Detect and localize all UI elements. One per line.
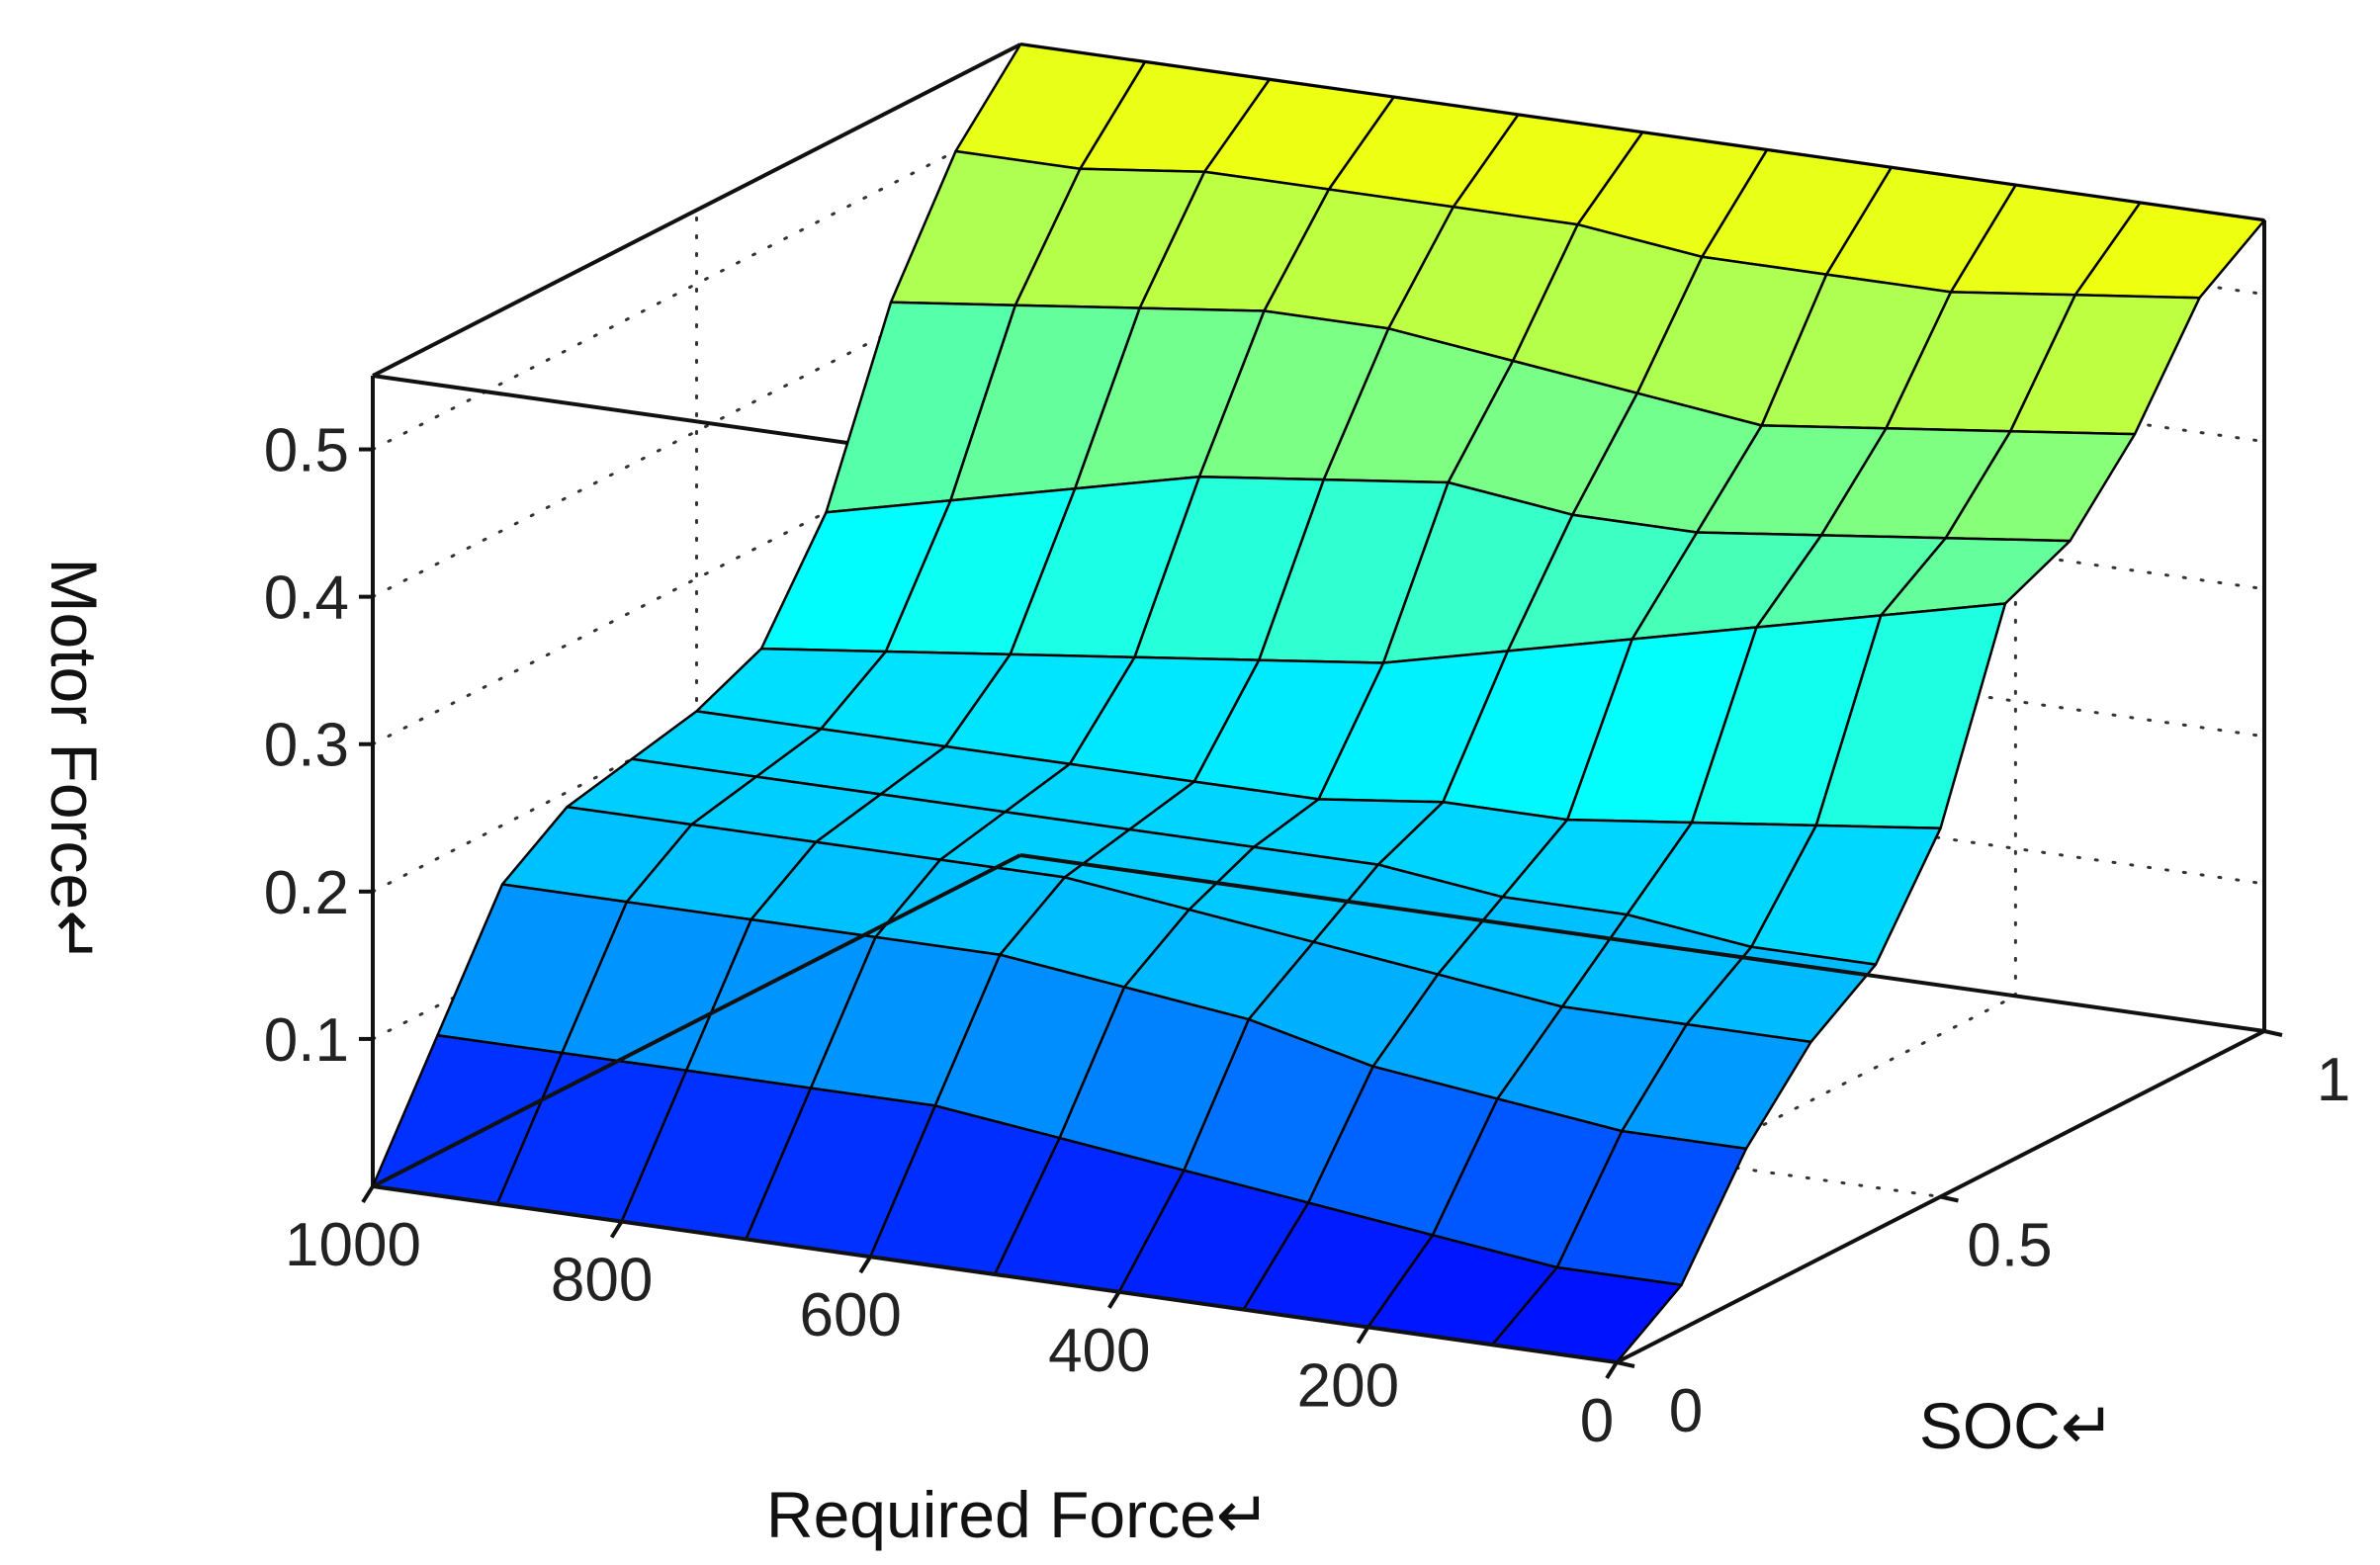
- y-tick-mark: [2263, 1029, 2283, 1037]
- x-tick-mark: [609, 1220, 624, 1239]
- y-axis-label: SOC↵: [1919, 1389, 2115, 1462]
- x-tick-mark: [1605, 1360, 1619, 1380]
- x-tick-label: 600: [799, 1281, 901, 1349]
- gridline: [371, 117, 1022, 452]
- x-tick-mark: [858, 1256, 872, 1274]
- x-tick-mark: [1356, 1326, 1370, 1345]
- gridline: [1366, 994, 2017, 1329]
- z-axis-label: Motor Force↵: [38, 558, 111, 964]
- z-tick-label: 0.4: [264, 565, 349, 633]
- tick-labels: 0.1 0.2 0.3 0.4 0.5 1000 800 600 400 200 0 0 0.5 1: [264, 417, 2350, 1455]
- surface-layer: [371, 43, 2266, 1364]
- x-tick-mark: [361, 1184, 375, 1204]
- y-tick-mark: [1940, 1194, 1959, 1203]
- z-tick-label: 0.3: [264, 712, 349, 780]
- y-tick-mark: [1616, 1360, 1635, 1368]
- axis-edge: [1019, 853, 2265, 1033]
- x-tick-label: 1000: [285, 1211, 421, 1279]
- x-tick-mark: [1107, 1290, 1121, 1309]
- axis-edge: [372, 1184, 1618, 1364]
- z-tick-label: 0.2: [264, 859, 349, 927]
- y-tick-label: 0.5: [1967, 1212, 2052, 1280]
- y-tick-label: 0: [1669, 1377, 1703, 1445]
- z-tick-label: 0.5: [264, 417, 349, 485]
- axis-edge: [372, 43, 1021, 378]
- x-axis-label: Required Force↵: [766, 1478, 1271, 1551]
- x-tick-label: 200: [1297, 1351, 1399, 1420]
- x-tick-label: 800: [551, 1247, 653, 1315]
- x-tick-label: 0: [1580, 1387, 1614, 1455]
- x-tick-label: 400: [1048, 1317, 1150, 1385]
- axis-edge: [372, 853, 1021, 1188]
- y-tick-label: 1: [2317, 1046, 2350, 1114]
- z-tick-label: 0.1: [264, 1006, 349, 1075]
